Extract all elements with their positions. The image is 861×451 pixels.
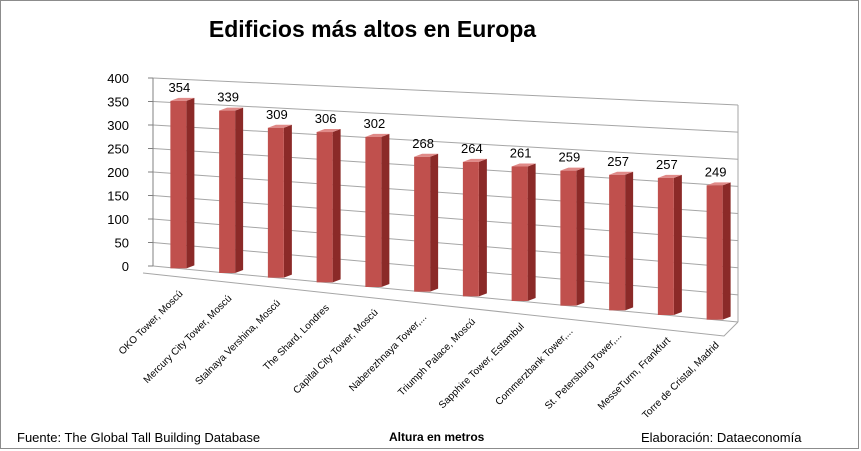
- bar-side: [235, 107, 244, 273]
- bar-side: [283, 124, 292, 278]
- data-label: 257: [656, 157, 678, 172]
- bar-front: [462, 161, 479, 297]
- data-label: 306: [315, 111, 337, 126]
- data-label: 309: [266, 107, 288, 122]
- y-tick-label: 100: [107, 212, 129, 227]
- bar: [706, 182, 731, 320]
- bar-top: [706, 182, 731, 186]
- y-tick-label: 250: [107, 142, 129, 157]
- bar-top: [462, 158, 487, 162]
- x-tick-label: Sapphire Tower, Estambul: [437, 321, 527, 411]
- y-tick-label: 150: [107, 189, 129, 204]
- bar-front: [609, 174, 626, 311]
- bar-side: [478, 158, 487, 297]
- bar-front: [316, 132, 333, 283]
- y-tick-label: 200: [107, 165, 129, 180]
- gridline: [152, 124, 739, 160]
- bar-side: [625, 171, 634, 311]
- y-tick-label: 300: [107, 118, 129, 133]
- bar-side: [430, 153, 439, 292]
- bar-top: [170, 97, 195, 101]
- y-tick-label: 0: [122, 259, 129, 274]
- bar: [560, 167, 585, 306]
- y-tick-label: 400: [107, 71, 129, 86]
- bar-side: [332, 129, 341, 283]
- bar: [462, 158, 487, 297]
- data-labels: 354 339 309 306 302 268 264 261 259 257 257 249: [169, 80, 727, 179]
- gridline: [152, 101, 739, 133]
- data-label: 268: [412, 136, 434, 151]
- bar: [414, 153, 439, 292]
- bar: [267, 124, 292, 278]
- gridline: [152, 195, 739, 242]
- gridline: [152, 77, 739, 106]
- data-label: 249: [705, 164, 727, 179]
- bar-top: [365, 133, 390, 137]
- bar-top: [657, 174, 682, 178]
- bar-front: [267, 127, 284, 278]
- data-label: 354: [169, 80, 191, 95]
- bar-top: [219, 107, 244, 111]
- gridline: [152, 218, 739, 269]
- gridline: [152, 148, 739, 187]
- bar-front: [706, 185, 723, 320]
- bar-side: [576, 167, 585, 306]
- bar-top: [511, 163, 536, 167]
- gridline: [152, 171, 739, 214]
- bar-front: [560, 170, 577, 306]
- gridline: [152, 265, 739, 323]
- data-label: 261: [510, 146, 532, 161]
- bar: [219, 107, 244, 273]
- bar: [170, 97, 195, 269]
- x-tick-label: Mercury City Tower, Moscú: [142, 293, 235, 386]
- bar-top: [609, 171, 634, 175]
- bar: [511, 163, 536, 301]
- bar-side: [186, 97, 195, 269]
- bar-top: [316, 129, 341, 133]
- bar-top: [267, 124, 292, 128]
- bar-side: [527, 163, 536, 301]
- data-label: 257: [607, 154, 629, 169]
- bar-front: [414, 156, 431, 292]
- bar-front: [657, 177, 674, 315]
- y-tick-label: 50: [115, 236, 129, 251]
- chart-title: Edificios más altos en Europa: [208, 16, 537, 42]
- bar-front: [219, 110, 236, 273]
- bar-side: [722, 182, 731, 320]
- x-tick-label: Stalnaya Vershina, Moscú: [193, 298, 283, 388]
- bar-front: [511, 166, 528, 301]
- bar: [609, 171, 634, 311]
- bar: [365, 133, 390, 287]
- credit-note: Elaboración: Dataeconomía: [641, 430, 802, 445]
- bar: [657, 174, 682, 315]
- data-label: 259: [559, 150, 581, 165]
- data-label: 302: [364, 116, 386, 131]
- bar-front: [170, 100, 187, 269]
- source-note: Fuente: The Global Tall Building Databas…: [17, 430, 261, 445]
- bar-top: [560, 167, 585, 171]
- data-label: 264: [461, 141, 483, 156]
- gridline: [152, 242, 739, 296]
- bar-top: [414, 153, 439, 157]
- bars: [170, 97, 731, 320]
- y-axis: 0 50 100 150 200 250 300 350 400: [107, 71, 154, 274]
- bar-front: [365, 136, 382, 287]
- x-axis-title: Altura en metros: [389, 430, 485, 444]
- bar: [316, 129, 341, 283]
- bar-side: [673, 174, 682, 315]
- floor-edge: [142, 272, 739, 337]
- gridlines: [142, 77, 739, 337]
- bar-side: [381, 133, 390, 287]
- y-tick-label: 350: [107, 95, 129, 110]
- data-label: 339: [217, 90, 239, 105]
